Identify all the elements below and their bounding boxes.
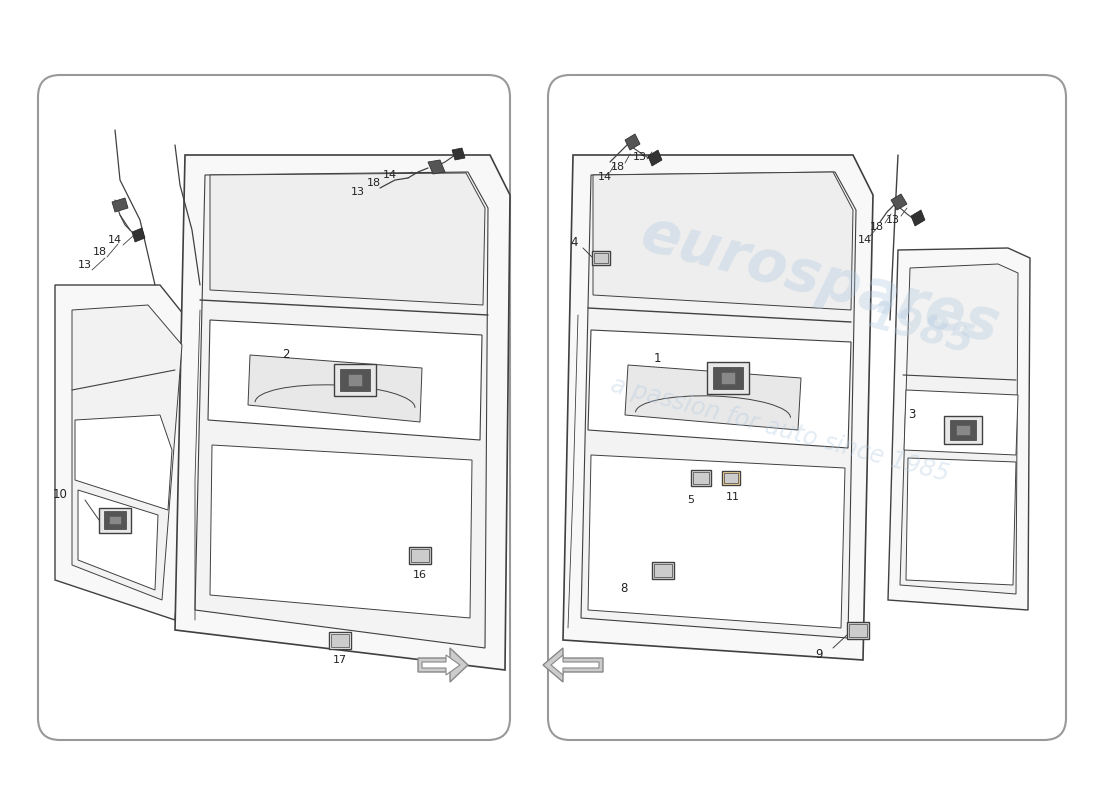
Polygon shape (720, 372, 735, 384)
Polygon shape (956, 425, 970, 435)
Polygon shape (625, 134, 640, 150)
Polygon shape (652, 562, 674, 578)
Polygon shape (713, 366, 743, 389)
Polygon shape (348, 374, 362, 386)
Text: 13: 13 (632, 152, 647, 162)
Polygon shape (175, 155, 510, 670)
Text: 14: 14 (108, 235, 122, 245)
Text: 13: 13 (78, 260, 92, 270)
Polygon shape (411, 549, 429, 562)
Polygon shape (654, 563, 672, 577)
Polygon shape (112, 198, 128, 212)
Text: 11: 11 (726, 492, 740, 502)
Polygon shape (581, 172, 856, 638)
Polygon shape (847, 622, 869, 638)
Polygon shape (906, 458, 1016, 585)
Text: 2: 2 (283, 349, 290, 362)
Polygon shape (78, 490, 158, 590)
Polygon shape (625, 365, 801, 430)
Text: 14: 14 (858, 235, 872, 245)
Text: 1: 1 (653, 351, 661, 365)
Polygon shape (707, 362, 749, 394)
Polygon shape (888, 248, 1030, 610)
Text: 14: 14 (598, 172, 612, 182)
Polygon shape (422, 655, 460, 675)
Polygon shape (208, 320, 482, 440)
Text: 18: 18 (367, 178, 381, 188)
Polygon shape (103, 511, 127, 529)
Polygon shape (210, 445, 472, 618)
Text: 18: 18 (870, 222, 884, 232)
Polygon shape (195, 172, 488, 648)
Polygon shape (592, 251, 611, 265)
Polygon shape (428, 160, 446, 174)
FancyBboxPatch shape (548, 75, 1066, 740)
Text: 18: 18 (92, 247, 107, 257)
Text: 1985: 1985 (862, 298, 977, 362)
Polygon shape (724, 473, 738, 483)
Text: 16: 16 (412, 570, 427, 580)
Polygon shape (55, 285, 200, 620)
Text: 17: 17 (333, 655, 348, 665)
Polygon shape (904, 390, 1018, 455)
Text: 9: 9 (815, 649, 823, 662)
Polygon shape (418, 648, 468, 682)
Text: 3: 3 (909, 409, 916, 422)
Polygon shape (72, 305, 182, 600)
Polygon shape (340, 369, 370, 391)
Text: 13: 13 (886, 215, 900, 225)
Polygon shape (593, 172, 852, 310)
Polygon shape (588, 455, 845, 628)
Polygon shape (949, 420, 977, 440)
Polygon shape (409, 546, 431, 563)
Polygon shape (452, 148, 465, 160)
FancyBboxPatch shape (39, 75, 510, 740)
Polygon shape (911, 210, 925, 226)
Polygon shape (691, 470, 711, 486)
Polygon shape (543, 648, 603, 682)
Polygon shape (722, 471, 740, 485)
Polygon shape (900, 264, 1018, 594)
Text: 18: 18 (610, 162, 625, 172)
Text: 5: 5 (688, 495, 694, 505)
Polygon shape (594, 253, 608, 263)
Polygon shape (588, 330, 851, 448)
Polygon shape (563, 155, 873, 660)
Text: eurospares: eurospares (635, 205, 1005, 355)
Text: 8: 8 (620, 582, 628, 594)
Polygon shape (334, 364, 376, 396)
Text: 4: 4 (571, 235, 578, 249)
Polygon shape (944, 416, 982, 444)
Text: 10: 10 (53, 489, 68, 502)
Polygon shape (99, 507, 131, 533)
Polygon shape (132, 228, 145, 242)
Polygon shape (693, 472, 710, 484)
Polygon shape (648, 150, 662, 166)
Polygon shape (210, 173, 485, 305)
Text: 14: 14 (383, 170, 397, 180)
Polygon shape (551, 655, 600, 675)
Polygon shape (331, 634, 349, 646)
Text: a passion for auto since 1985: a passion for auto since 1985 (608, 373, 952, 487)
Polygon shape (109, 516, 121, 524)
Polygon shape (891, 194, 908, 210)
Polygon shape (248, 355, 422, 422)
Text: 13: 13 (351, 187, 365, 197)
Polygon shape (75, 415, 172, 510)
Polygon shape (329, 631, 351, 649)
Polygon shape (849, 623, 867, 637)
